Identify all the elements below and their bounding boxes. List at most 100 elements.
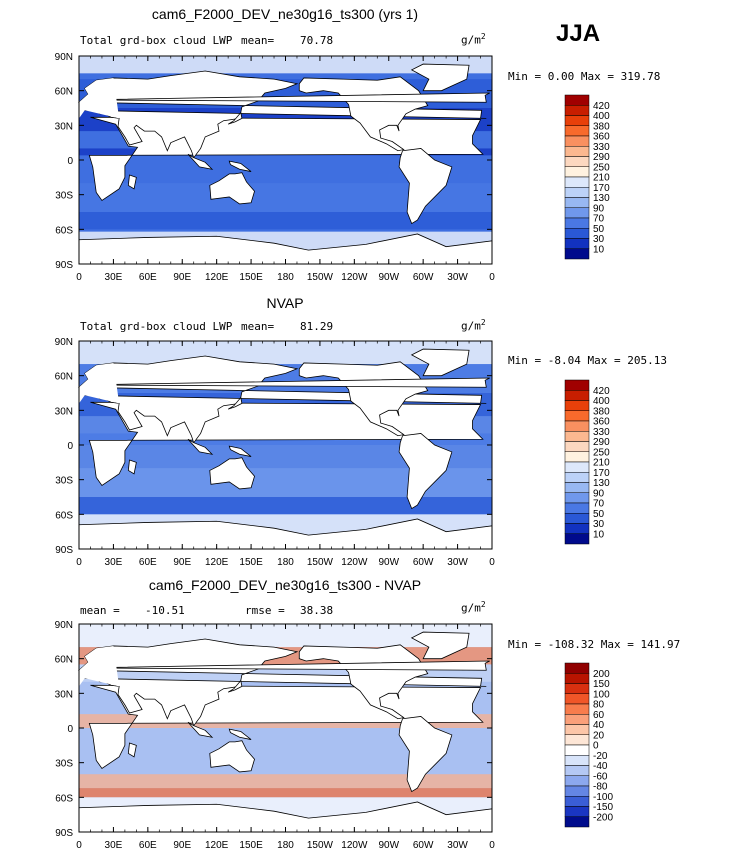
lon-tick-label: 120E (205, 557, 229, 568)
lat-tick-label: 60S (55, 510, 73, 521)
field-band (79, 497, 492, 515)
lon-tick-label: 90W (378, 557, 399, 568)
colorbar-label: 210 (593, 458, 610, 469)
lat-tick-label: 30S (55, 476, 73, 487)
panel-1-title: cam6_F2000_DEV_ne30g16_ts300 (yrs 1) (151, 6, 419, 22)
continent-outline (398, 716, 453, 793)
lon-tick-label: 30E (105, 840, 123, 851)
lon-tick-label: 120E (205, 840, 229, 851)
colorbar-swatch (564, 683, 590, 694)
colorbar-swatch (564, 217, 590, 229)
continent-outline (79, 362, 120, 404)
colorbar-label: -60 (593, 771, 608, 782)
colorbar-swatch (564, 410, 590, 422)
panel-1-units: g/m2 (461, 32, 486, 47)
colorbar-swatch (564, 816, 590, 828)
lon-tick-label: 0 (489, 272, 495, 283)
colorbar-swatch (564, 390, 590, 401)
lon-tick-label: 30E (105, 557, 123, 568)
colorbar-label: 400 (593, 396, 610, 407)
continent-outline (81, 377, 490, 388)
continent-outline (81, 92, 490, 103)
lat-tick-label: 60N (55, 87, 73, 98)
colorbar-label: 420 (593, 386, 610, 397)
lon-tick-label: 0 (489, 840, 495, 851)
colorbar-swatch (564, 176, 590, 188)
panel-2-variable-label: Total grd-box cloud LWP (80, 320, 233, 333)
lon-tick-label: 60W (413, 557, 434, 568)
panel-1-mean-value: 70.78 (300, 34, 334, 47)
panel-3-min-max: Min = -108.32 Max = 141.97 (508, 638, 681, 651)
colorbar-label: 290 (593, 152, 610, 163)
colorbar-label: 170 (593, 183, 610, 194)
lon-tick-label: 150W (307, 840, 334, 851)
lon-tick-label: 0 (489, 557, 495, 568)
colorbar-label: 100 (593, 689, 610, 700)
colorbar-label: 90 (593, 203, 605, 214)
colorbar-swatch (564, 806, 590, 817)
lat-tick-label: 90N (55, 337, 73, 348)
field-band (79, 774, 492, 789)
colorbar-label: 30 (593, 519, 605, 530)
colorbar-swatch (564, 400, 590, 411)
continent-outline (79, 77, 120, 119)
field-band (79, 212, 492, 230)
colorbar-label: 130 (593, 193, 610, 204)
lat-tick-label: 90N (55, 52, 73, 63)
colorbar-swatch (564, 724, 590, 735)
lat-tick-label: 30S (55, 759, 73, 770)
lon-tick-label: 150W (307, 557, 334, 568)
continent-outline (410, 63, 470, 92)
colorbar-label: 90 (593, 488, 605, 499)
colorbar-swatch (564, 744, 590, 756)
panel-1-min-max: Min = 0.00 Max = 319.78 (508, 70, 661, 83)
colorbar-swatch (564, 451, 590, 463)
colorbar-swatch (564, 472, 590, 483)
colorbar-swatch (564, 523, 590, 534)
continent-outline (227, 396, 243, 410)
colorbar-label: -80 (593, 782, 608, 793)
panel-3-title: cam6_F2000_DEV_ne30g16_ts300 - NVAP (148, 577, 422, 593)
colorbar-label: 330 (593, 427, 610, 438)
colorbar-label: 50 (593, 224, 605, 235)
colorbar-label: 70 (593, 499, 605, 510)
colorbar-swatch (564, 431, 590, 442)
colorbar-swatch (564, 693, 590, 705)
colorbar-label: 30 (593, 234, 605, 245)
colorbar-swatch (564, 115, 590, 126)
colorbar-label: 0 (593, 741, 599, 752)
lon-tick-label: 150E (239, 840, 263, 851)
continent-outline (127, 174, 137, 190)
continent-outline (398, 148, 453, 225)
continent-outline (187, 721, 214, 738)
panel-3-rmse-value: 38.38 (300, 604, 334, 617)
lat-tick-label: 30N (55, 121, 73, 132)
colorbar-swatch (564, 755, 590, 766)
lon-tick-label: 150W (307, 272, 334, 283)
colorbar-swatch (564, 734, 590, 746)
lat-tick-label: 90S (55, 260, 73, 271)
colorbar-label: 130 (593, 478, 610, 489)
field-band (79, 788, 492, 798)
lon-tick-label: 0 (76, 557, 82, 568)
continent-outline (410, 631, 470, 660)
colorbar-label: 380 (593, 121, 610, 132)
colorbar-label: 150 (593, 679, 610, 690)
continent-outline (227, 111, 243, 125)
colorbar-swatch (564, 533, 590, 545)
continent-outline (228, 160, 252, 172)
colorbar-label: 210 (593, 173, 610, 184)
lat-tick-label: 0 (67, 156, 73, 167)
lon-tick-label: 60W (413, 272, 434, 283)
colorbar-swatch (564, 662, 590, 674)
panel-3-mean-label: mean = (80, 604, 120, 617)
lon-tick-label: 60E (139, 840, 157, 851)
colorbar-swatch (564, 135, 590, 147)
colorbar-swatch (564, 238, 590, 249)
colorbar-label: 40 (593, 720, 605, 731)
panel-2-title: NVAP (266, 295, 304, 311)
continent-outline (77, 638, 487, 727)
colorbar-label: -20 (593, 751, 608, 762)
lon-tick-label: 120W (341, 272, 368, 283)
